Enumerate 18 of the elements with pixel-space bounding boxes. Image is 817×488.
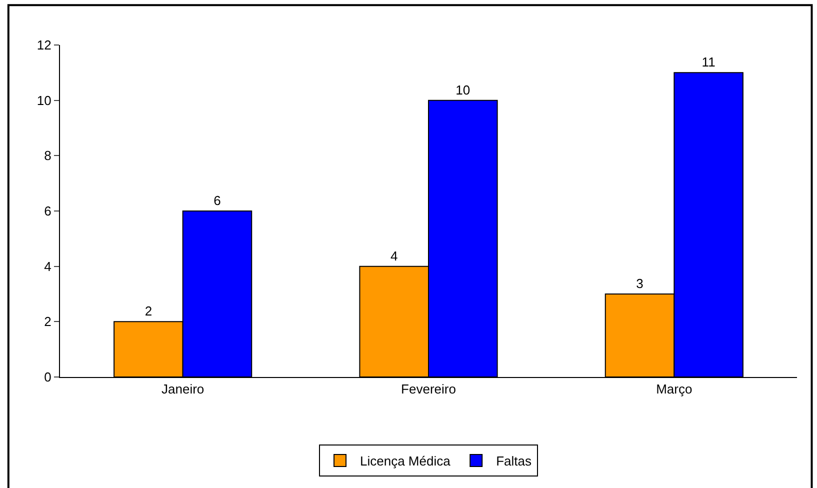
y-tick-label: 10: [36, 92, 52, 108]
y-tick-label: 2: [44, 314, 52, 330]
data-label: 6: [214, 193, 221, 208]
y-tick-label: 4: [44, 258, 52, 274]
x-tick-label: Março: [656, 382, 692, 397]
data-label: 3: [636, 276, 644, 291]
y-tick-label: 8: [44, 148, 52, 164]
legend-label: Faltas: [496, 454, 532, 469]
y-tick-label: 0: [44, 370, 52, 385]
x-tick-label: Fevereiro: [401, 382, 456, 397]
legend-label: Licença Médica: [360, 454, 452, 469]
data-label: 11: [702, 54, 716, 70]
data-label: 2: [144, 304, 152, 319]
y-tick-label: 6: [44, 204, 52, 219]
y-tick-label: 12: [36, 38, 52, 53]
data-label: 10: [456, 82, 470, 98]
x-tick-label: Janeiro: [162, 382, 204, 397]
data-label: 4: [390, 248, 398, 264]
